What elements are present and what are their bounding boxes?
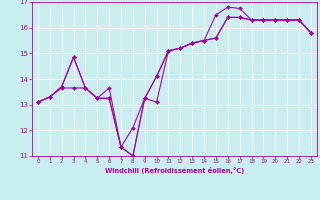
X-axis label: Windchill (Refroidissement éolien,°C): Windchill (Refroidissement éolien,°C) [105,167,244,174]
